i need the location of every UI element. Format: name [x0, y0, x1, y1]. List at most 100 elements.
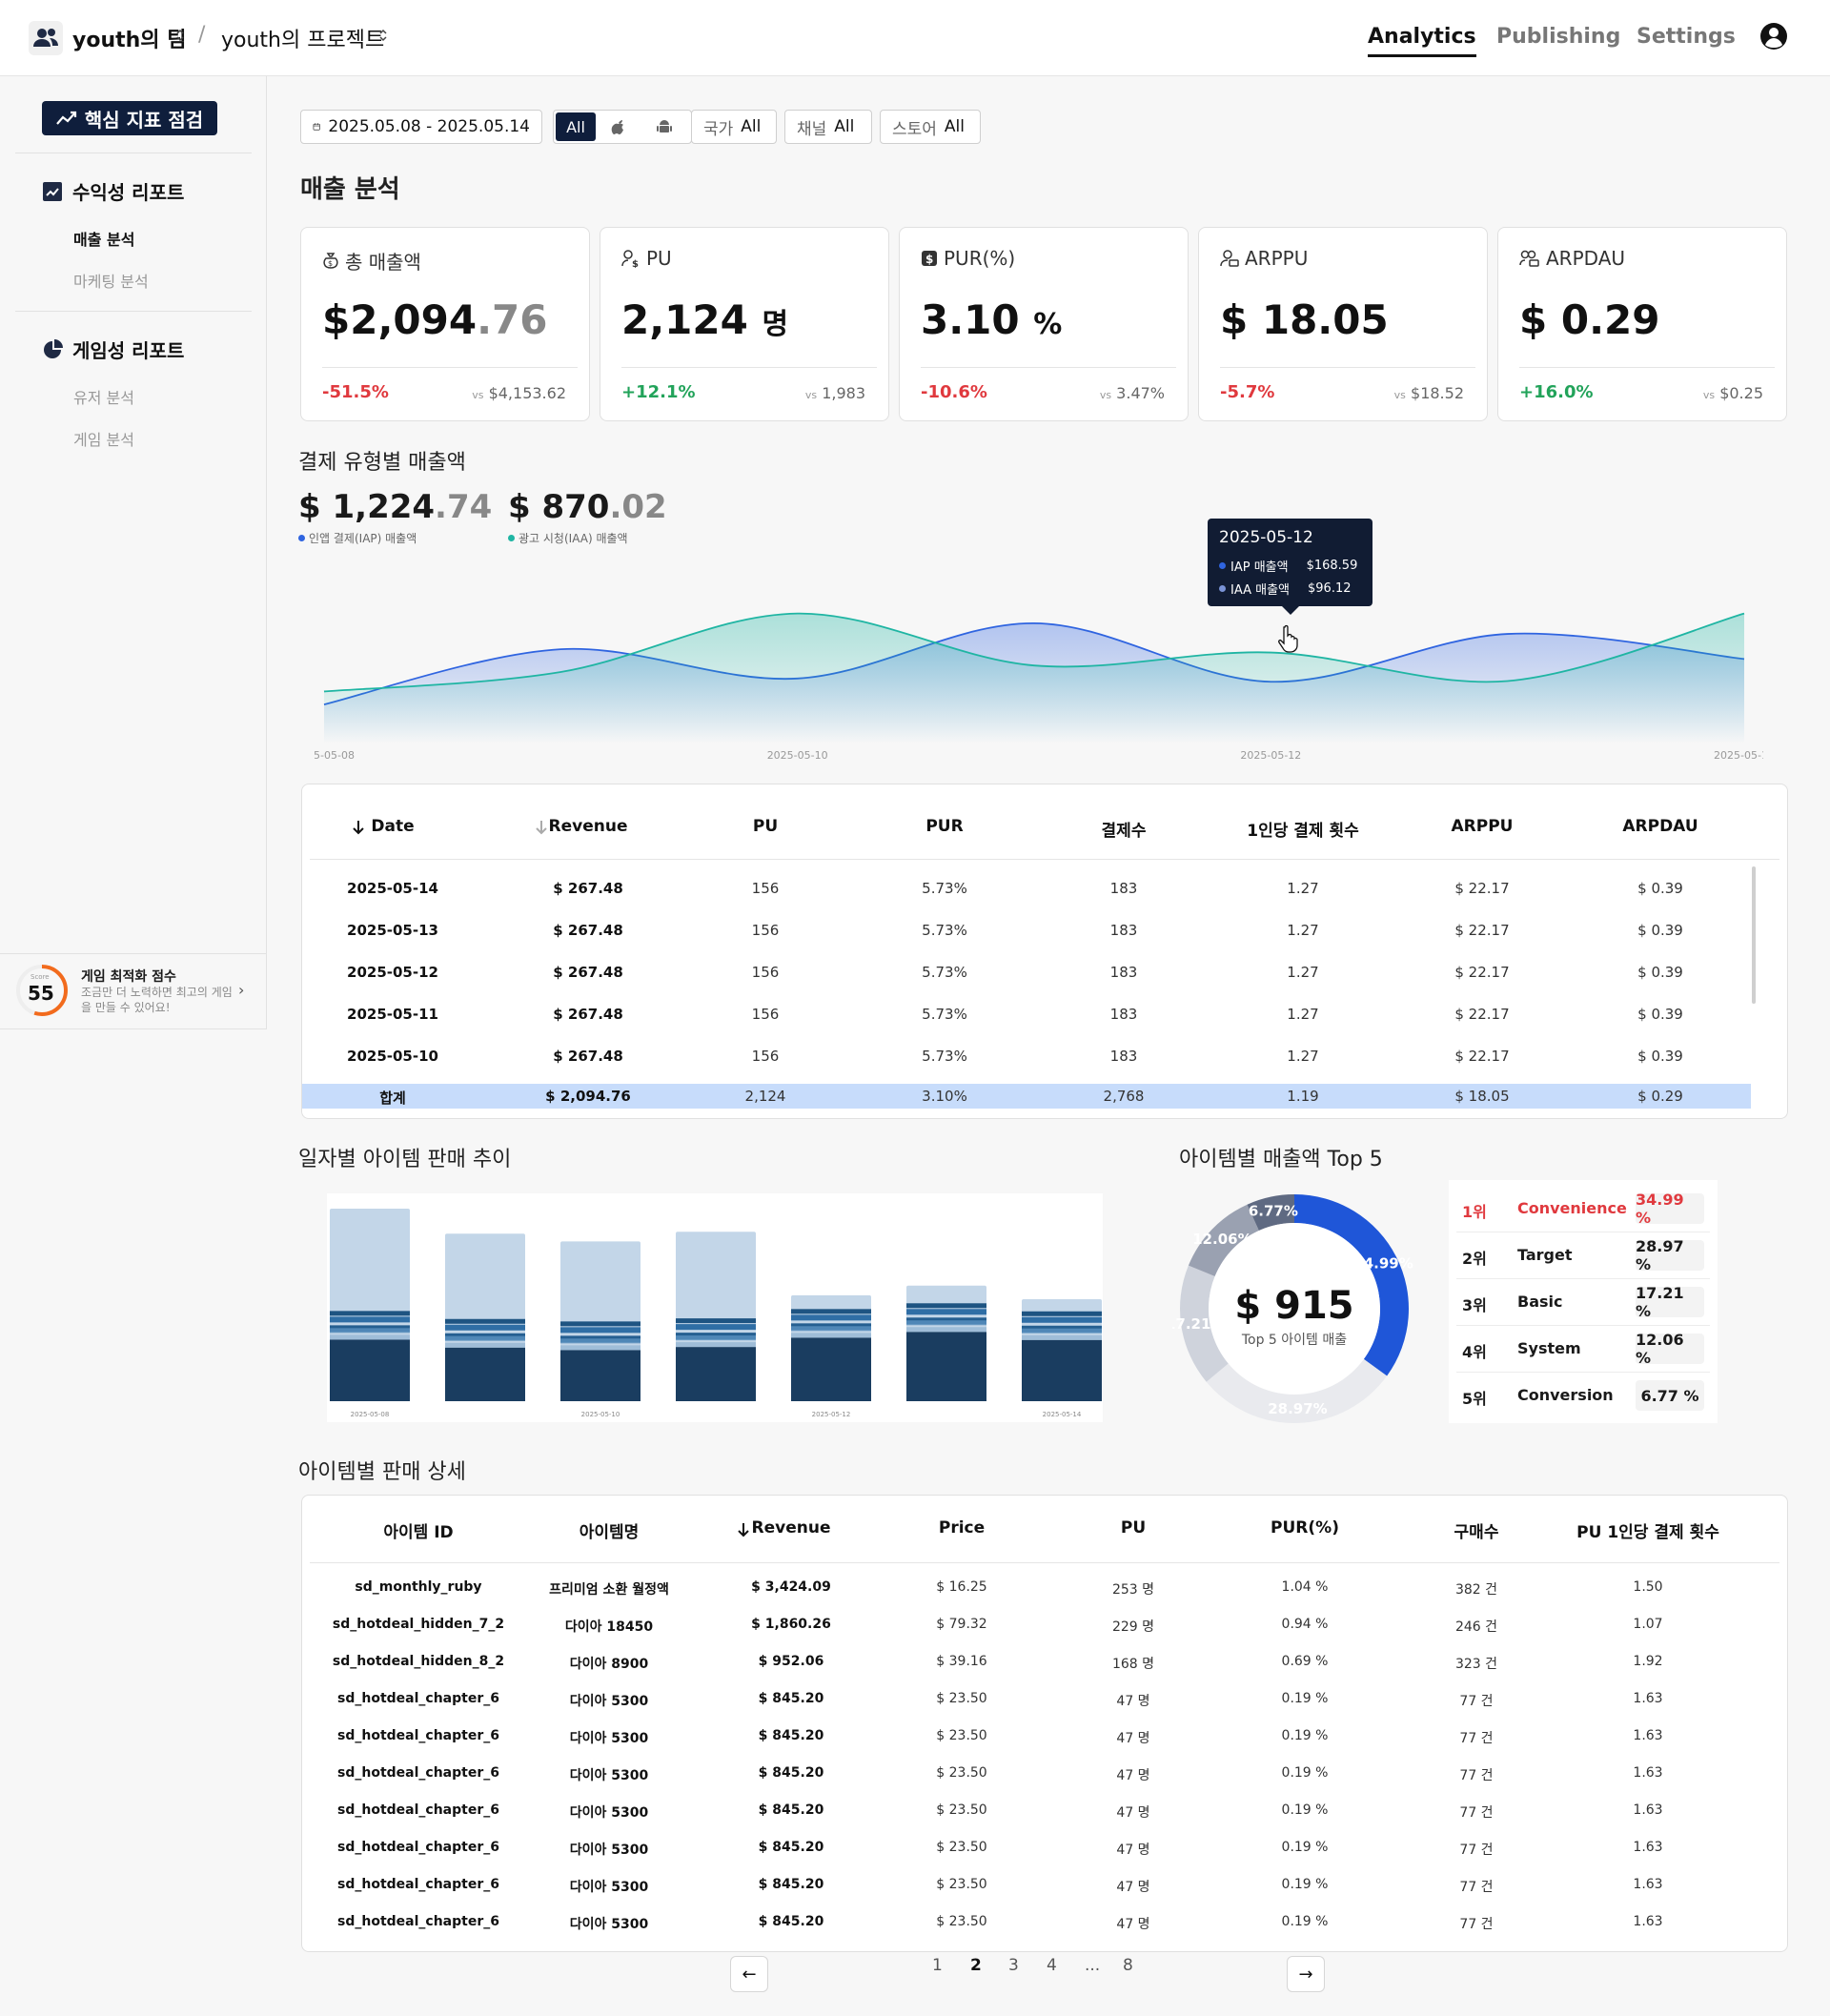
- nav-publishing[interactable]: Publishing: [1496, 25, 1621, 49]
- column-header-price[interactable]: Price: [938, 1518, 986, 1537]
- country-filter-value: All: [741, 117, 762, 136]
- vs-label: vs: [472, 389, 484, 401]
- sort-down-icon[interactable]: [352, 820, 365, 835]
- iap-total: $ 1,224.74: [298, 488, 492, 526]
- kpi-check-button[interactable]: 핵심 지표 점검: [42, 101, 217, 135]
- date-range-picker[interactable]: 2025.05.08 - 2025.05.14: [300, 110, 542, 144]
- table-cell: 246 건: [1454, 1619, 1498, 1635]
- bar-segment: [676, 1324, 756, 1331]
- user-avatar-icon[interactable]: [1759, 21, 1789, 51]
- table-cell: 1.27: [1287, 1006, 1319, 1023]
- table-cell: $ 22.17: [1454, 880, 1510, 897]
- column-header-arpdau[interactable]: ARPDAU: [1622, 817, 1698, 836]
- column-header-payments[interactable]: 결제수: [1101, 822, 1147, 841]
- payment-chart-title: 결제 유형별 매출액: [298, 451, 466, 475]
- bar-segment: [676, 1335, 756, 1340]
- rank-item-name: Convenience: [1517, 1199, 1627, 1217]
- nav-settings[interactable]: Settings: [1637, 25, 1736, 49]
- page-number[interactable]: 8: [1123, 1956, 1133, 1975]
- column-header-purchases[interactable]: 구매수: [1454, 1523, 1499, 1542]
- column-header-pur[interactable]: PUR: [925, 817, 964, 836]
- column-header-item-name[interactable]: 아이템명: [579, 1523, 640, 1542]
- platform-all[interactable]: All: [556, 112, 596, 141]
- table-cell: 0.19 %: [1281, 1914, 1329, 1929]
- column-header-arppu[interactable]: ARPPU: [1451, 817, 1514, 836]
- page-number[interactable]: 2: [970, 1956, 982, 1975]
- project-selector[interactable]: youth의 프로젝트: [221, 29, 385, 52]
- column-header-pur[interactable]: PUR(%): [1271, 1518, 1339, 1537]
- top5-rank-list: 1위 Convenience 34.99 % 2위 Target 28.97 % 3위 Bas…: [1449, 1180, 1718, 1423]
- bar-segment: [560, 1335, 640, 1339]
- top5-title: 아이템별 매출액 Top 5: [1179, 1148, 1383, 1171]
- sidebar-item-marketing-analysis[interactable]: 마케팅 분석: [73, 273, 149, 291]
- column-header-payments-per-user[interactable]: 1인당 결제 횟수: [1247, 822, 1359, 841]
- score-ring: [16, 965, 68, 1016]
- table-total-cell: 1.19: [1287, 1088, 1319, 1105]
- table-cell: $ 845.20: [758, 1728, 824, 1743]
- table-cell: 0.19 %: [1281, 1802, 1329, 1818]
- table-cell: 77 건: [1459, 1768, 1494, 1783]
- table-cell: 1.27: [1287, 880, 1319, 897]
- sidebar-group-revenue[interactable]: 수익성 리포트: [42, 177, 184, 205]
- card-title: PU: [646, 247, 672, 270]
- bar-segment: [560, 1338, 640, 1343]
- table-cell: sd_hotdeal_chapter_6: [337, 1914, 499, 1929]
- column-header-item-id[interactable]: 아이템 ID: [383, 1523, 454, 1542]
- table-scrollbar[interactable]: [1752, 866, 1756, 1004]
- sidebar-item-sales-analysis[interactable]: 매출 분석: [73, 231, 135, 249]
- bar-segment: [791, 1323, 871, 1327]
- table-cell: $ 23.50: [936, 1765, 987, 1781]
- page-number[interactable]: 1: [932, 1956, 943, 1975]
- table-cell: 1.63: [1633, 1877, 1663, 1892]
- table-cell: 47 명: [1116, 1805, 1150, 1821]
- table-cell: 다이아 5300: [569, 1805, 649, 1821]
- svg-text:$: $: [632, 259, 639, 268]
- user-card-icon: [1220, 250, 1239, 267]
- table-cell: sd_monthly_ruby: [355, 1579, 482, 1595]
- table-cell: 156: [751, 1006, 780, 1023]
- sidebar-item-game-analysis[interactable]: 게임 분석: [73, 431, 134, 449]
- chart-tooltip: 2025-05-12 IAP 매출액 $168.59 IAA 매출액 $96.12: [1208, 519, 1372, 615]
- column-header-pu[interactable]: PU: [752, 817, 779, 836]
- column-header-payments-per-pu[interactable]: PU 1인당 결제 횟수: [1576, 1523, 1719, 1542]
- divider: [1456, 1278, 1710, 1279]
- bar-segment: [906, 1332, 986, 1401]
- team-selector[interactable]: youth의 팀: [72, 29, 187, 52]
- card-delta: +16.0%: [1519, 382, 1594, 402]
- sort-down-icon[interactable]: [535, 820, 548, 835]
- column-header-revenue[interactable]: Revenue: [548, 817, 628, 836]
- page-number[interactable]: 3: [1008, 1956, 1019, 1975]
- nav-analytics[interactable]: Analytics: [1368, 25, 1476, 57]
- column-header-revenue[interactable]: Revenue: [751, 1518, 831, 1537]
- bar-segment: [676, 1318, 756, 1324]
- column-header-date[interactable]: Date: [371, 817, 415, 836]
- sidebar-group-gameplay[interactable]: 게임성 리포트: [42, 336, 184, 363]
- table-cell: 183: [1109, 1048, 1138, 1065]
- page-number[interactable]: 4: [1047, 1956, 1057, 1975]
- bar-segment: [560, 1350, 640, 1401]
- series-line-0: [323, 621, 1745, 705]
- platform-android[interactable]: [641, 112, 687, 141]
- updown-chevron-icon[interactable]: [378, 29, 388, 42]
- table-cell: $ 845.20: [758, 1840, 824, 1855]
- updown-chevron-icon[interactable]: [175, 29, 185, 42]
- chevron-right-icon[interactable]: ›: [238, 981, 245, 999]
- channel-filter[interactable]: 채널 All: [784, 110, 872, 144]
- sidebar-item-user-analysis[interactable]: 유저 분석: [73, 389, 134, 407]
- table-cell: $ 0.39: [1637, 880, 1683, 897]
- store-filter[interactable]: 스토어 All: [880, 110, 981, 144]
- table-cell: 5.73%: [922, 1048, 967, 1065]
- bar-segment: [445, 1347, 525, 1401]
- country-filter[interactable]: 국가 All: [691, 110, 777, 144]
- x-tick-label: 2025-05-14: [1043, 1411, 1082, 1418]
- optimization-score-card[interactable]: Score 55 게임 최적화 점수 조금만 더 노력하면 최고의 게임을 만들…: [0, 953, 267, 1029]
- card-unit: 명: [762, 308, 789, 341]
- next-page-button[interactable]: →: [1287, 1956, 1325, 1992]
- payment-area-chart: 2025-05-08 2025-05-10 2025-05-12 2025-05-14: [315, 612, 1763, 762]
- platform-apple[interactable]: [596, 112, 641, 141]
- page-number[interactable]: ...: [1085, 1956, 1101, 1975]
- column-header-pu[interactable]: PU: [1120, 1518, 1147, 1537]
- prev-page-button[interactable]: ←: [730, 1956, 768, 1992]
- sort-down-icon[interactable]: [737, 1522, 750, 1537]
